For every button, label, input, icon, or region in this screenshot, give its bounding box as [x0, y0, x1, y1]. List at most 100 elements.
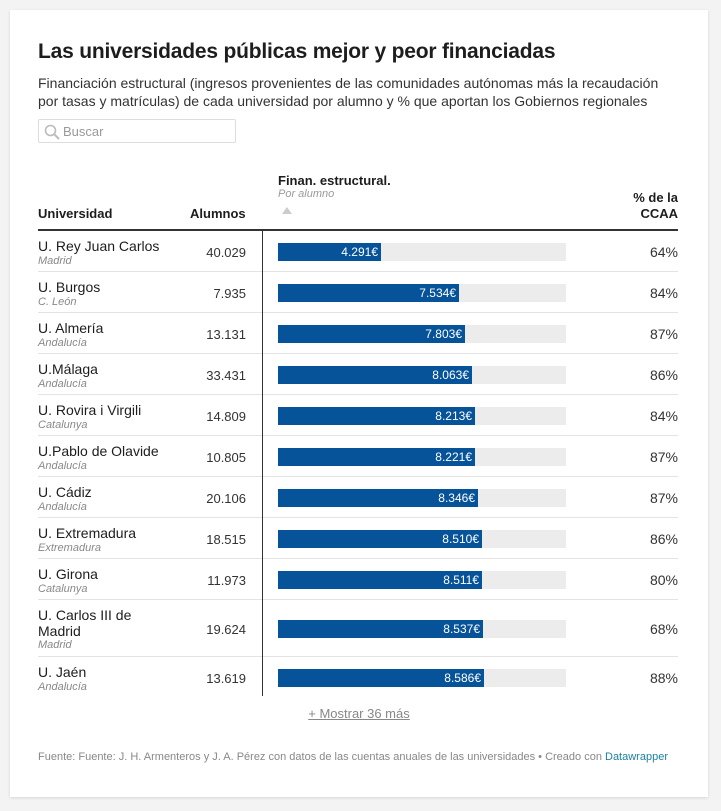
bar-track: 8.213€ — [278, 407, 566, 425]
university-name: U. Burgos — [38, 279, 101, 295]
bar-track: 8.346€ — [278, 489, 566, 507]
bar: 8.063€ — [278, 366, 472, 384]
bar-value-label: 8.221€ — [435, 450, 472, 464]
table-row: U.Málaga Andalucía 33.431 8.063€ 86% — [38, 354, 678, 395]
column-header-pct-ccaa[interactable]: % de la CCAA — [633, 190, 678, 222]
footer-source-text: Fuente: Fuente: J. H. Armenteros y J. A.… — [38, 751, 605, 763]
pct-ccaa-value: 84% — [649, 408, 678, 424]
table-row: U. Carlos III de Madrid Madrid 19.624 8.537… — [38, 600, 678, 657]
chart-title: Las universidades públicas mejor y peor … — [38, 40, 556, 63]
alumnos-value: 7.935 — [213, 286, 246, 301]
sort-ascending-icon[interactable] — [282, 207, 292, 214]
column-header-pct-line2: CCAA — [640, 206, 678, 221]
table-row: U.Pablo de Olavide Andalucía 10.805 8.221€ 8… — [38, 436, 678, 477]
university-region: C. León — [38, 296, 77, 308]
university-region: Andalucía — [38, 378, 87, 390]
chart-card: Las universidades públicas mejor y peor … — [10, 10, 708, 797]
column-divider — [262, 231, 263, 696]
footer-source: Fuente: Fuente: J. H. Armenteros y J. A.… — [38, 751, 668, 763]
bar-value-label: 4.291€ — [341, 245, 378, 259]
alumnos-value: 18.515 — [206, 532, 246, 547]
university-region: Andalucía — [38, 460, 87, 472]
bar-track: 7.803€ — [278, 325, 566, 343]
bar-track: 4.291€ — [278, 243, 566, 261]
university-region: Madrid — [38, 639, 72, 651]
bar-value-label: 8.346€ — [438, 491, 475, 505]
university-name: U. Jaén — [38, 664, 87, 680]
bar-value-label: 8.510€ — [442, 532, 479, 546]
search-box[interactable] — [38, 119, 236, 143]
university-name: U. Almería — [38, 320, 104, 336]
alumnos-value: 33.431 — [206, 368, 246, 383]
pct-ccaa-value: 86% — [649, 367, 678, 383]
show-more-button[interactable]: + Mostrar 36 más — [308, 706, 410, 721]
table-row: U. Extremadura Extremadura 18.515 8.510€ 86% — [38, 518, 678, 559]
pct-ccaa-value: 80% — [649, 572, 678, 588]
bar-track: 7.534€ — [278, 284, 566, 302]
bar-value-label: 7.803€ — [425, 327, 462, 341]
alumnos-value: 20.106 — [206, 491, 246, 506]
bar-track: 8.063€ — [278, 366, 566, 384]
university-name: U.Pablo de Olavide — [38, 443, 159, 459]
bar: 4.291€ — [278, 243, 381, 261]
table-row: U. Almería Andalucía 13.131 7.803€ 87% — [38, 313, 678, 354]
bar-value-label: 8.063€ — [432, 368, 469, 382]
pct-ccaa-value: 88% — [649, 670, 678, 686]
column-header-pct-line1: % de la — [633, 190, 678, 205]
table-row: U. Girona Catalunya 11.973 8.511€ 80% — [38, 559, 678, 600]
pct-ccaa-value: 86% — [649, 531, 678, 547]
university-region: Andalucía — [38, 681, 87, 693]
bar-value-label: 8.511€ — [443, 573, 479, 587]
search-input[interactable] — [63, 122, 228, 140]
bar-track: 8.510€ — [278, 530, 566, 548]
university-region: Extremadura — [38, 542, 101, 554]
search-icon — [44, 124, 60, 140]
alumnos-value: 13.131 — [206, 327, 246, 342]
bar-value-label: 8.537€ — [443, 622, 480, 636]
bar-value-label: 8.586€ — [444, 671, 481, 685]
bar-track: 8.221€ — [278, 448, 566, 466]
header-divider — [38, 229, 678, 231]
bar: 8.586€ — [278, 669, 484, 687]
pct-ccaa-value: 87% — [649, 490, 678, 506]
university-name: U. Girona — [38, 566, 98, 582]
bar: 7.803€ — [278, 325, 465, 343]
table-row: U. Rey Juan Carlos Madrid 40.029 4.291€ 64% — [38, 231, 678, 272]
bar: 8.346€ — [278, 489, 478, 507]
university-name: U. Cádiz — [38, 484, 92, 500]
table-row: U. Burgos C. León 7.935 7.534€ 84% — [38, 272, 678, 313]
bar-track: 8.537€ — [278, 620, 566, 638]
university-region: Madrid — [38, 255, 72, 267]
pct-ccaa-value: 84% — [649, 285, 678, 301]
bar: 8.213€ — [278, 407, 475, 425]
alumnos-value: 14.809 — [206, 409, 246, 424]
chart-subtitle: Financiación estructural (ingresos prove… — [38, 75, 659, 109]
bar-value-label: 8.213€ — [435, 409, 472, 423]
pct-ccaa-value: 64% — [649, 244, 678, 260]
column-header-financiacion-subtitle: Por alumno — [278, 188, 335, 200]
column-header-universidad[interactable]: Universidad — [38, 206, 113, 221]
bar-track: 8.586€ — [278, 669, 566, 687]
datawrapper-link[interactable]: Datawrapper — [605, 751, 668, 763]
university-name: U.Málaga — [38, 361, 98, 377]
pct-ccaa-value: 68% — [649, 621, 678, 637]
table-body: U. Rey Juan Carlos Madrid 40.029 4.291€ 64% U… — [38, 231, 678, 698]
alumnos-value: 11.973 — [207, 573, 246, 588]
bar-value-label: 7.534€ — [419, 286, 456, 300]
university-name: U. Carlos III de Madrid — [38, 607, 132, 639]
university-region: Catalunya — [38, 419, 88, 431]
table-row: U. Cádiz Andalucía 20.106 8.346€ 87% — [38, 477, 678, 518]
alumnos-value: 13.619 — [206, 671, 246, 686]
alumnos-value: 19.624 — [206, 622, 246, 637]
bar: 8.510€ — [278, 530, 482, 548]
alumnos-value: 10.805 — [206, 450, 246, 465]
bar: 8.511€ — [278, 571, 482, 589]
university-name: U. Rey Juan Carlos — [38, 238, 160, 254]
university-region: Catalunya — [38, 583, 88, 595]
university-name: U. Extremadura — [38, 525, 137, 541]
bar-track: 8.511€ — [278, 571, 566, 589]
column-header-financiacion[interactable]: Finan. estructural. — [278, 173, 391, 188]
alumnos-value: 40.029 — [206, 245, 246, 260]
column-header-alumnos[interactable]: Alumnos — [190, 206, 246, 221]
university-region: Andalucía — [38, 337, 87, 349]
